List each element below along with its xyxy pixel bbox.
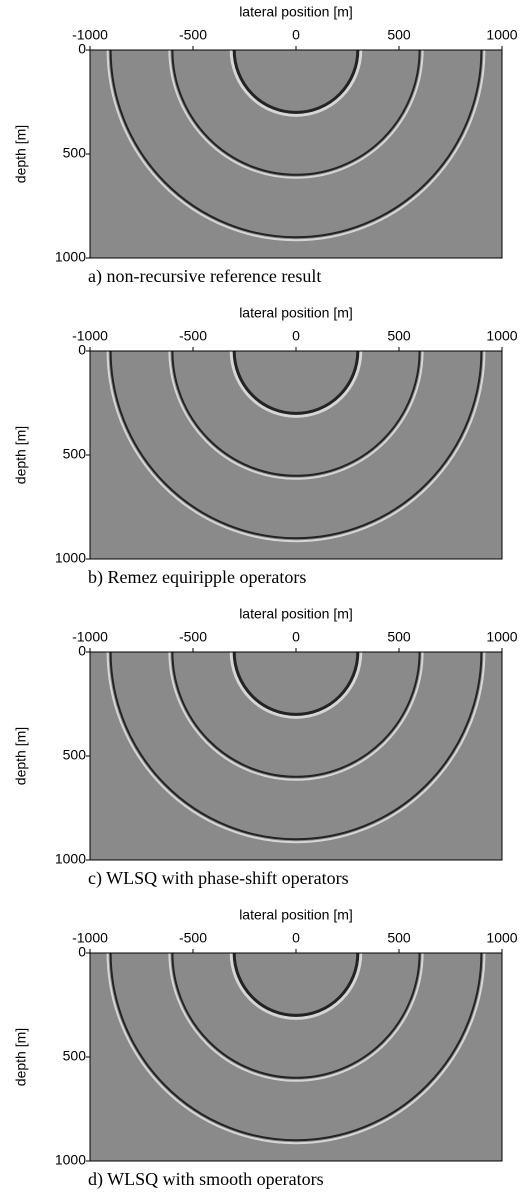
y-axis-label: depth [m]: [13, 125, 29, 183]
wavefront-light: [106, 351, 486, 543]
wavefront: [171, 351, 421, 477]
wavefront: [171, 953, 421, 1079]
wavefront-light: [229, 351, 363, 418]
x-tick-label: -500: [179, 629, 207, 645]
caption: d) WLSQ with smooth operators: [88, 1169, 324, 1190]
wavefront-light: [229, 50, 363, 117]
caption: b) Remez equiripple operators: [88, 567, 306, 588]
y-axis-label: depth [m]: [13, 1028, 29, 1086]
y-tick-label: 0: [78, 944, 86, 960]
y-tick-label: 500: [63, 747, 87, 763]
x-axis-label: lateral position [m]: [239, 4, 353, 20]
x-tick-label: -1000: [72, 629, 108, 645]
x-tick-label: -500: [179, 328, 207, 344]
y-axis-label: depth [m]: [13, 426, 29, 484]
y-tick-label: 500: [63, 446, 87, 462]
wavefront: [109, 652, 483, 841]
wavefront-light: [168, 652, 424, 781]
x-tick-label: -500: [179, 930, 207, 946]
panel: -1000 -500 0 500 1000 0 500 1000 lateral positio…: [13, 305, 518, 588]
y-tick-label: 0: [78, 342, 86, 358]
x-axis-label: lateral position [m]: [239, 305, 353, 321]
wavefront-light: [168, 953, 424, 1082]
x-tick-label: -1000: [72, 930, 108, 946]
wavefront-light: [106, 953, 486, 1145]
wavefront-light: [229, 652, 363, 719]
wavefronts: [106, 953, 486, 1145]
x-tick-label: 500: [387, 629, 411, 645]
wavefront: [232, 351, 360, 415]
wavefront-light: [106, 652, 486, 844]
wavefront-light: [168, 50, 424, 179]
panel: -1000 -500 0 500 1000 0 500 1000 lateral positio…: [13, 4, 518, 287]
wavefront: [232, 50, 360, 114]
wavefront-light: [168, 351, 424, 480]
x-tick-label: 0: [292, 629, 300, 645]
x-axis-label: lateral position [m]: [239, 907, 353, 923]
wavefronts: [106, 50, 486, 242]
y-tick-label: 1000: [55, 1152, 86, 1168]
caption: c) WLSQ with phase-shift operators: [88, 868, 349, 889]
x-tick-label: -500: [179, 27, 207, 43]
wavefront: [109, 50, 483, 239]
x-tick-label: 1000: [486, 328, 517, 344]
image-area: [90, 351, 502, 559]
y-tick-label: 1000: [55, 851, 86, 867]
x-tick-label: 500: [387, 27, 411, 43]
wavefront-light: [229, 953, 363, 1020]
x-tick-label: 500: [387, 328, 411, 344]
x-tick-label: 1000: [486, 629, 517, 645]
x-axis-label: lateral position [m]: [239, 606, 353, 622]
x-tick-label: 0: [292, 930, 300, 946]
wavefront: [232, 953, 360, 1017]
image-area: [90, 652, 502, 860]
panel: -1000 -500 0 500 1000 0 500 1000 lateral positio…: [13, 907, 518, 1190]
panel: -1000 -500 0 500 1000 0 500 1000 lateral positio…: [13, 606, 518, 889]
y-tick-label: 1000: [55, 249, 86, 265]
x-tick-label: -1000: [72, 328, 108, 344]
y-axis-label: depth [m]: [13, 727, 29, 785]
wavefront: [232, 652, 360, 716]
caption: a) non-recursive reference result: [88, 266, 321, 287]
wavefront: [109, 953, 483, 1142]
y-tick-label: 0: [78, 643, 86, 659]
x-tick-label: 500: [387, 930, 411, 946]
y-tick-label: 0: [78, 41, 86, 57]
y-tick-label: 1000: [55, 550, 86, 566]
image-area: [90, 953, 502, 1161]
y-tick-label: 500: [63, 1048, 87, 1064]
wavefront: [171, 652, 421, 778]
image-area: [90, 50, 502, 258]
x-tick-label: 1000: [486, 27, 517, 43]
x-tick-label: -1000: [72, 27, 108, 43]
wavefronts: [106, 652, 486, 844]
wavefront: [109, 351, 483, 540]
x-tick-label: 0: [292, 27, 300, 43]
wavefront: [171, 50, 421, 176]
y-tick-label: 500: [63, 145, 87, 161]
wavefronts: [106, 351, 486, 543]
wavefront-light: [106, 50, 486, 242]
x-tick-label: 1000: [486, 930, 517, 946]
x-tick-label: 0: [292, 328, 300, 344]
